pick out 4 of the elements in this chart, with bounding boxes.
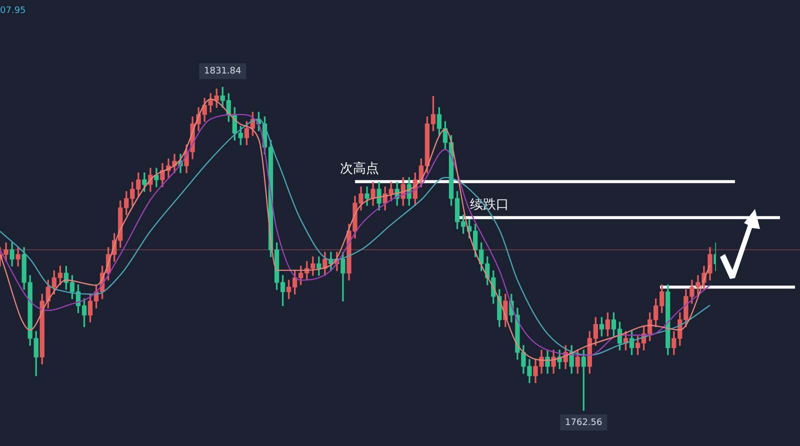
annotation: 1762.56: [565, 418, 603, 428]
text: 07.95: [0, 6, 26, 16]
annotation: 1831.84: [204, 66, 242, 77]
ref-line-label: 次高点: [340, 160, 379, 177]
